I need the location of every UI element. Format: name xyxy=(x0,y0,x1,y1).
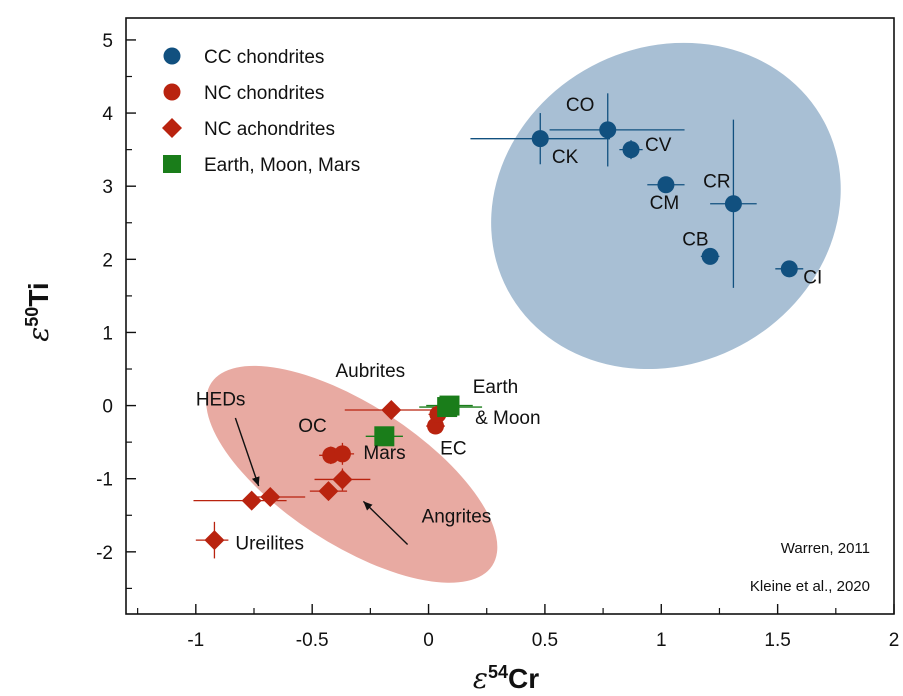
legend-label-earth-moon-mars: Earth, Moon, Mars xyxy=(204,155,360,176)
label-ck-0: CK xyxy=(552,147,579,168)
y-axis-title: ε50Ti xyxy=(22,282,55,341)
label-ci-6: CI xyxy=(803,267,822,288)
legend-label-cc-chondrites: CC chondrites xyxy=(204,47,324,68)
label-co-1: CO xyxy=(566,95,595,116)
y-tick-label-0: -2 xyxy=(96,543,113,564)
cc-chondrites-point-ci-6 xyxy=(780,260,798,278)
cc-chondrites-point-cm-3 xyxy=(657,176,675,194)
label-cm-3: CM xyxy=(650,193,680,214)
x-tick-label-0: -1 xyxy=(187,630,204,651)
regions-layer xyxy=(206,42,841,583)
legend-marker-nc-achondrites xyxy=(162,118,182,138)
y-tick-label-5: 3 xyxy=(102,177,113,198)
legend-marker-nc-chondrites xyxy=(163,83,181,101)
legend-marker-cc-chondrites xyxy=(163,47,181,65)
nc-achondrites-point-aubrites-0 xyxy=(381,399,402,420)
annotations-layer: CK CO CV CM CR CB CI OC Mars EC Aubrites Earth & Moo… xyxy=(196,95,822,555)
x-axis-title: ε54Cr xyxy=(473,662,539,695)
cc-chondrites-point-cb-5 xyxy=(701,247,719,265)
label-aubrites-10: Aubrites xyxy=(335,361,405,382)
x-tick-label-6: 2 xyxy=(889,630,900,651)
region-cc-chondrites xyxy=(491,42,841,370)
label-earth-11: Earth xyxy=(473,377,518,398)
plot-frame xyxy=(125,17,895,615)
x-axis-symbol: ε xyxy=(473,662,488,695)
y-tick-label-7: 5 xyxy=(102,31,113,52)
label-moon-12: & Moon xyxy=(475,408,540,429)
y-tick-label-4: 2 xyxy=(102,250,113,271)
nc-achondrites-point-angrites-1 xyxy=(332,469,353,490)
x-tick-label-3: 0.5 xyxy=(532,630,558,651)
label-heds-13: HEDs xyxy=(196,390,246,411)
cc-chondrites-point-ck-0 xyxy=(531,130,549,148)
nc-chondrites-point-oc-1 xyxy=(333,445,351,463)
x-tick-label-5: 1.5 xyxy=(764,630,790,651)
earth-moon-mars-point-moon-2 xyxy=(439,395,460,416)
credits-layer: Warren, 2011 Kleine et al., 2020 xyxy=(750,540,870,595)
y-axis-superscript: 50 xyxy=(22,307,42,327)
axes-layer: -1 -0.5 0 0.5 1 1.5 2 -2 -1 0 1 2 3 4 5 xyxy=(96,17,900,651)
cc-chondrites-point-cv-2 xyxy=(622,141,640,159)
region-nc-chondrites xyxy=(206,365,498,583)
credit-0: Warren, 2011 xyxy=(781,540,870,557)
label-cr-4: CR xyxy=(703,172,730,193)
cc-chondrites-point-co-1 xyxy=(599,121,617,139)
cc-chondrites-point-cr-4 xyxy=(724,195,742,213)
label-mars-8: Mars xyxy=(363,443,405,464)
heds-arrow xyxy=(234,417,260,487)
legend-marker-earth-moon-mars xyxy=(163,155,181,173)
label-cv-2: CV xyxy=(645,135,672,156)
y-tick-label-2: 0 xyxy=(102,397,113,418)
label-angrites-14: Angrites xyxy=(422,507,492,528)
y-axis-main: Ti xyxy=(23,282,54,306)
arrows-layer xyxy=(234,417,409,546)
x-axis-superscript: 54 xyxy=(488,662,508,682)
nc-achondrites-point-heds-3 xyxy=(260,486,281,507)
label-ec-9: EC xyxy=(440,439,466,460)
y-axis-symbol: ε xyxy=(22,327,55,342)
nc-achondrites-point-ureilites-5 xyxy=(204,530,225,551)
legend-layer: CC chondrites NC chondrites NC achondrites… xyxy=(162,47,360,176)
nc-achondrites-point-heds-4 xyxy=(241,490,262,511)
angrites-arrow xyxy=(362,500,409,546)
legend-label-nc-chondrites: NC chondrites xyxy=(204,83,324,104)
x-tick-label-1: -0.5 xyxy=(296,630,329,651)
credit-1: Kleine et al., 2020 xyxy=(750,578,870,595)
label-oc-7: OC xyxy=(298,416,327,437)
earth-moon-mars-point-mars-0 xyxy=(374,426,395,447)
x-axis-main: Cr xyxy=(508,663,539,694)
label-ureilites-15: Ureilites xyxy=(235,534,304,555)
points-layer xyxy=(204,121,798,551)
x-tick-label-4: 1 xyxy=(656,630,667,651)
legend-label-nc-achondrites: NC achondrites xyxy=(204,119,335,140)
y-tick-label-6: 4 xyxy=(102,104,113,125)
y-tick-label-1: -1 xyxy=(96,470,113,491)
label-cb-5: CB xyxy=(682,229,708,250)
y-tick-label-3: 1 xyxy=(102,323,113,344)
nc-achondrites-point-angrites-2 xyxy=(318,481,339,502)
x-tick-label-2: 0 xyxy=(423,630,434,651)
